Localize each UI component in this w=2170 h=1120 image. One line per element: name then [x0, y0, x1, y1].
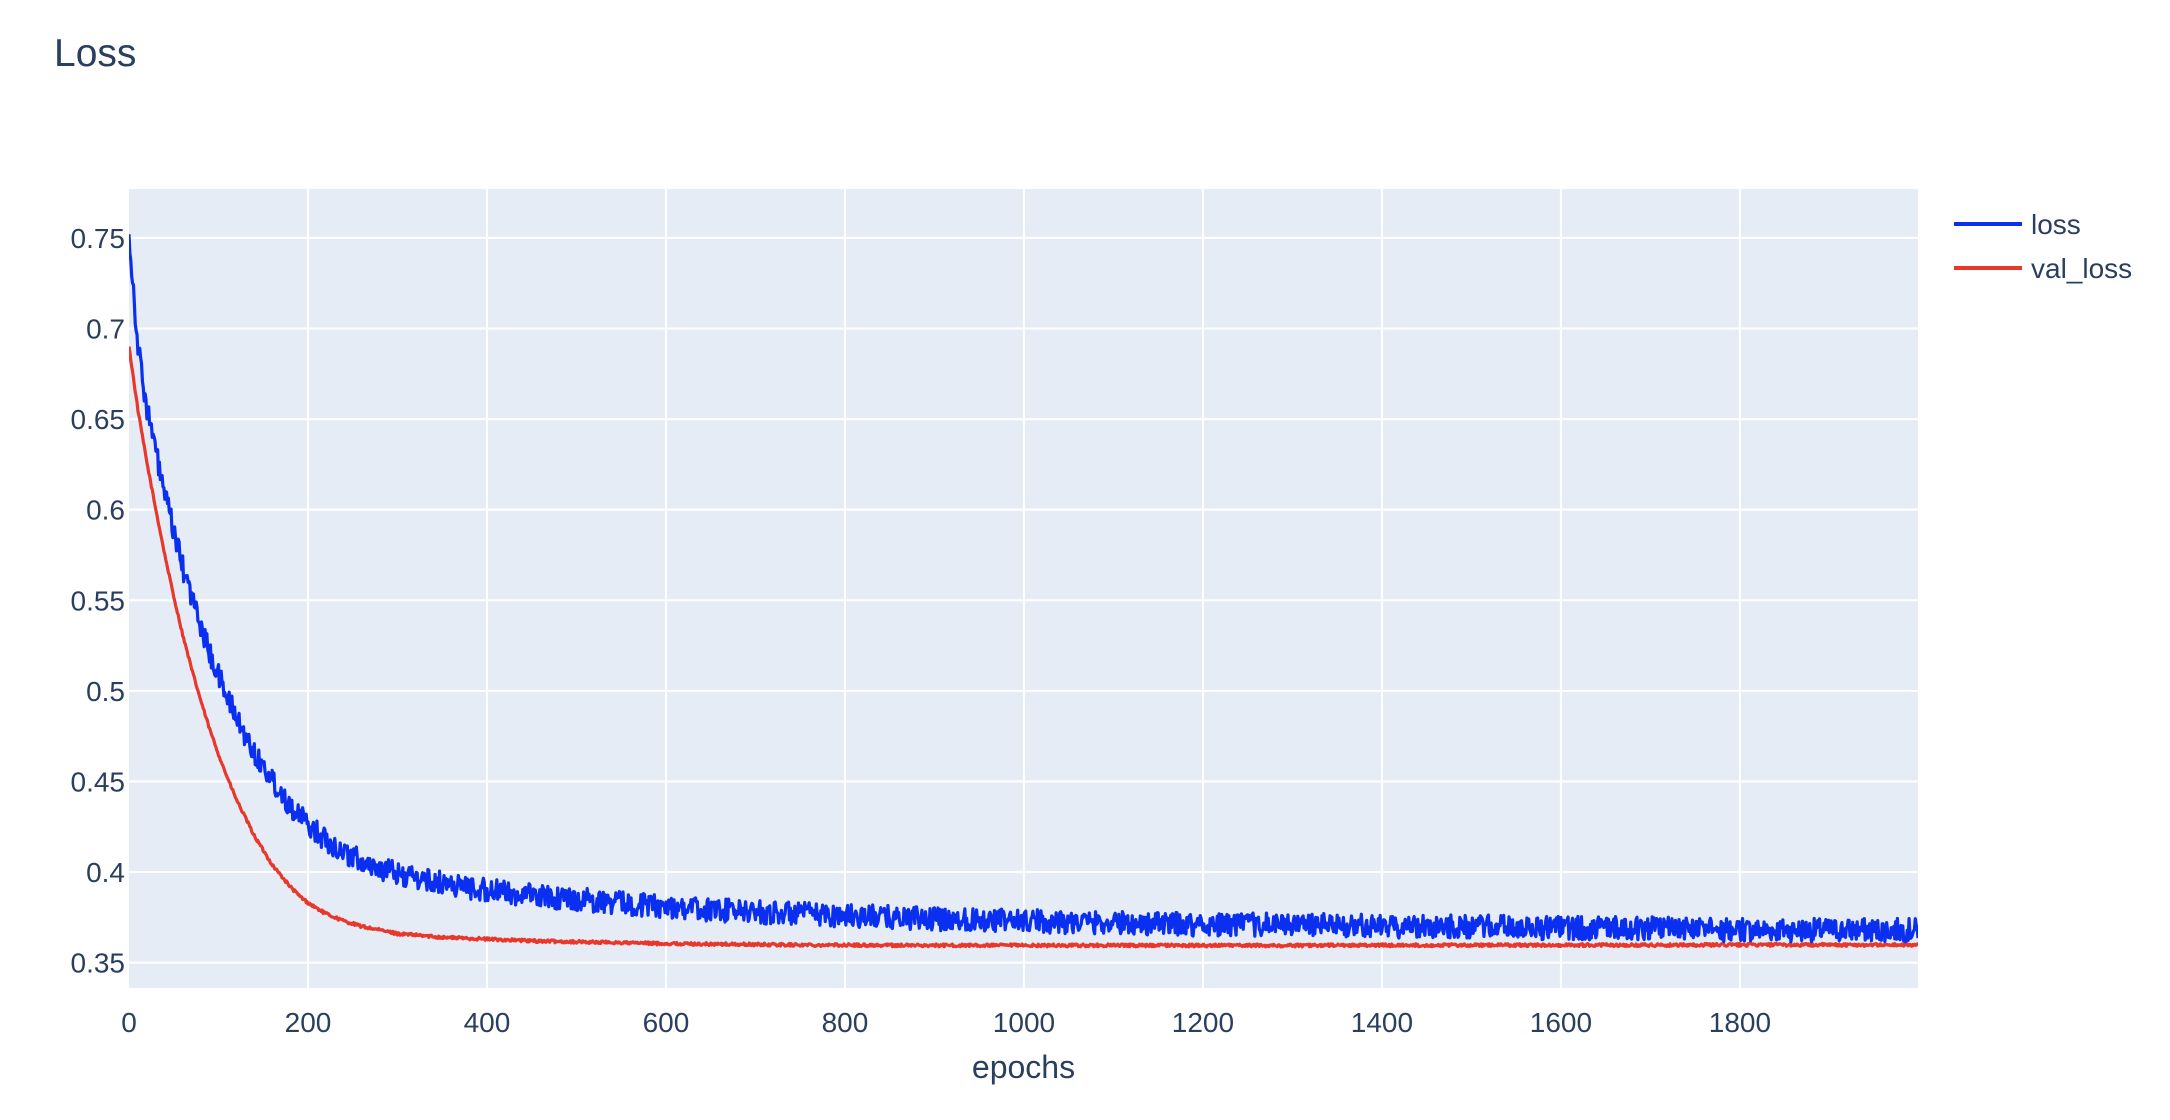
y-tick-label: 0.5 — [86, 676, 125, 707]
y-tick-label: 0.65 — [71, 404, 126, 435]
y-tick-label: 0.55 — [71, 585, 126, 616]
x-axis-title: epochs — [972, 1049, 1075, 1085]
x-gridlines — [306, 189, 1741, 988]
y-tick-label: 0.4 — [86, 857, 125, 888]
x-tick-labels: 0 200 400 600 800 1000 1200 1400 1600 1800 — [121, 1007, 1771, 1038]
x-tick-label: 200 — [285, 1007, 332, 1038]
x-tick-label: 600 — [643, 1007, 690, 1038]
y-tick-label: 0.7 — [86, 314, 125, 345]
y-gridlines — [129, 236, 1918, 964]
y-tick-labels: 0.35 0.4 0.45 0.5 0.55 0.6 0.65 0.7 0.75 — [71, 223, 126, 979]
series-line-val-loss[interactable] — [129, 346, 1918, 949]
legend-label: loss — [2031, 209, 2081, 240]
x-tick-label: 1200 — [1172, 1007, 1234, 1038]
legend-item-val-loss[interactable]: val_loss — [1954, 253, 2132, 284]
x-tick-label: 0 — [121, 1007, 137, 1038]
x-tick-label: 1600 — [1530, 1007, 1592, 1038]
x-tick-label: 1400 — [1351, 1007, 1413, 1038]
x-tick-label: 1800 — [1709, 1007, 1771, 1038]
x-tick-label: 800 — [822, 1007, 869, 1038]
x-tick-label: 400 — [464, 1007, 511, 1038]
legend-label: val_loss — [2031, 253, 2132, 284]
legend-item-loss[interactable]: loss — [1954, 209, 2081, 240]
series-layer — [129, 234, 1918, 949]
chart-title: Loss — [54, 32, 137, 75]
series-line-loss[interactable] — [129, 234, 1918, 944]
y-tick-label: 0.75 — [71, 223, 126, 254]
x-tick-label: 1000 — [993, 1007, 1055, 1038]
y-tick-label: 0.35 — [71, 948, 126, 979]
legend[interactable]: loss val_loss — [1954, 209, 2132, 284]
y-tick-label: 0.45 — [71, 766, 126, 797]
y-tick-label: 0.6 — [86, 495, 125, 526]
